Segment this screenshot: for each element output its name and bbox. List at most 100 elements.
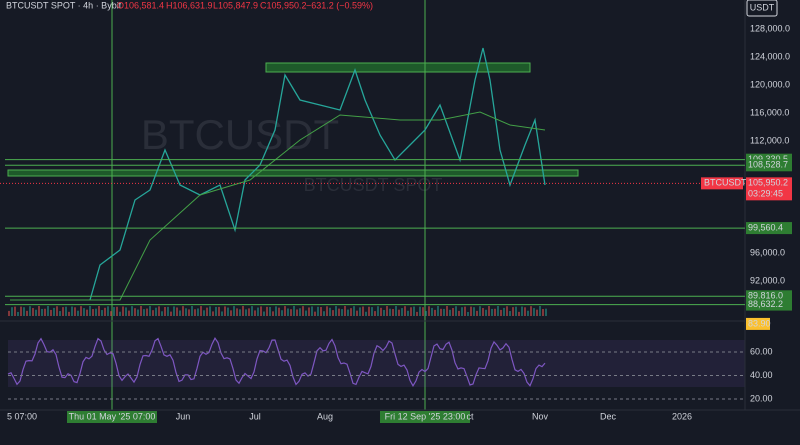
- watermark-sub: BTCUSDT SPOT: [304, 175, 443, 195]
- volume-bar: [365, 311, 367, 316]
- volume-bar: [59, 311, 61, 316]
- time-label: Nov: [532, 411, 549, 421]
- volume-bar: [86, 309, 88, 316]
- volume-bar: [137, 309, 139, 316]
- volume-bar: [176, 307, 178, 316]
- level-tag: [746, 298, 792, 311]
- volume-bar: [119, 311, 121, 316]
- time-label: Thu 01 May '25 07:00: [69, 411, 156, 421]
- volume-bar: [47, 306, 49, 316]
- volume-bar: [338, 308, 340, 316]
- volume-bar: [170, 311, 172, 316]
- volume-bar: [413, 306, 415, 316]
- volume-bar: [188, 309, 190, 316]
- volume-bar: [491, 308, 493, 316]
- volume-bar: [449, 309, 451, 316]
- volume-bar: [242, 306, 244, 316]
- ohlc-change: −631.2 (−0.59%): [306, 0, 373, 10]
- rsi-label: 40.00: [750, 370, 773, 380]
- volume-bar: [437, 306, 439, 316]
- volume-bar: [26, 310, 28, 316]
- volume-bar: [236, 308, 238, 316]
- volume-bar: [434, 309, 436, 316]
- volume-bar: [68, 311, 70, 316]
- price-label: 116,000.0: [750, 107, 789, 117]
- volume-bar: [269, 306, 271, 316]
- volume-bar: [209, 306, 211, 316]
- volume-bar: [362, 306, 364, 316]
- price-label: 112,000.0: [750, 135, 789, 145]
- volume-bar: [233, 306, 235, 316]
- volume-bar: [422, 307, 424, 316]
- volume-bar: [218, 306, 220, 316]
- level-label: 89,816.0: [748, 291, 783, 301]
- volume-bar: [425, 310, 427, 316]
- time-label: Jun: [176, 411, 191, 421]
- volume-bar: [134, 308, 136, 316]
- volume-bar: [224, 306, 226, 316]
- volume-bar: [206, 307, 208, 316]
- volume-bar: [191, 306, 193, 316]
- volume-bar: [149, 306, 151, 316]
- volume-bar: [440, 308, 442, 316]
- volume-bar: [419, 306, 421, 316]
- volume-bar: [311, 306, 313, 316]
- volume-bar: [461, 307, 463, 316]
- volume-bar: [8, 310, 10, 316]
- level-label: 108,528.7: [748, 160, 788, 170]
- last-price-tag: [746, 177, 792, 201]
- volume-bar: [473, 307, 475, 316]
- time-highlight: [380, 411, 470, 423]
- countdown: 03:29:45: [748, 189, 783, 199]
- volume-bar: [452, 307, 454, 316]
- volume-bar: [344, 306, 346, 316]
- volume-bar: [347, 309, 349, 316]
- volume-bar: [116, 306, 118, 316]
- volume-bar: [80, 306, 82, 316]
- volume-bar: [248, 308, 250, 316]
- price-label: 128,000.0: [750, 23, 790, 33]
- ohlc-low: L105,847.9: [213, 0, 258, 10]
- volume-bar: [509, 311, 511, 316]
- volume-bar: [155, 307, 157, 316]
- volume-bar: [479, 306, 481, 316]
- volume-bar: [158, 306, 160, 316]
- volume-bar: [29, 306, 31, 316]
- volume-bar: [287, 308, 289, 316]
- volume-bar: [515, 306, 517, 316]
- volume-bar: [179, 310, 181, 316]
- time-label: 5 07:00: [7, 411, 37, 421]
- volume-bar: [446, 306, 448, 316]
- volume-bar: [140, 306, 142, 316]
- volume-bar: [308, 307, 310, 316]
- volume-bar: [266, 306, 268, 316]
- volume-bar: [512, 307, 514, 316]
- volume-bar: [464, 306, 466, 316]
- volume-bar: [359, 307, 361, 316]
- volume-bar: [125, 307, 127, 316]
- volume-bar: [275, 306, 277, 316]
- price-line: [89, 47, 546, 301]
- volume-bar: [332, 310, 334, 316]
- volume-bar: [50, 309, 52, 316]
- volume-bar: [161, 311, 163, 316]
- volume-bar: [374, 311, 376, 316]
- rsi-value: 83.90: [748, 318, 771, 328]
- volume-bar: [173, 306, 175, 316]
- volume-bar: [407, 310, 409, 316]
- volume-bar: [368, 306, 370, 316]
- volume-bar: [314, 311, 316, 316]
- symbol: BTCUSDT SPOT · 4h · Bybit: [6, 0, 122, 10]
- volume-bar: [20, 306, 22, 316]
- zone: [265, 62, 531, 73]
- volume-bar: [200, 306, 202, 316]
- volume-bar: [230, 310, 232, 316]
- currency[interactable]: USDT: [750, 2, 775, 12]
- volume-bar: [77, 310, 79, 316]
- volume-bar: [323, 311, 325, 316]
- level-tag: [746, 222, 792, 235]
- price-label: 120,000.0: [750, 79, 790, 89]
- currency-box[interactable]: [746, 0, 778, 17]
- volume-bar: [62, 307, 64, 316]
- volume-bar: [113, 307, 115, 316]
